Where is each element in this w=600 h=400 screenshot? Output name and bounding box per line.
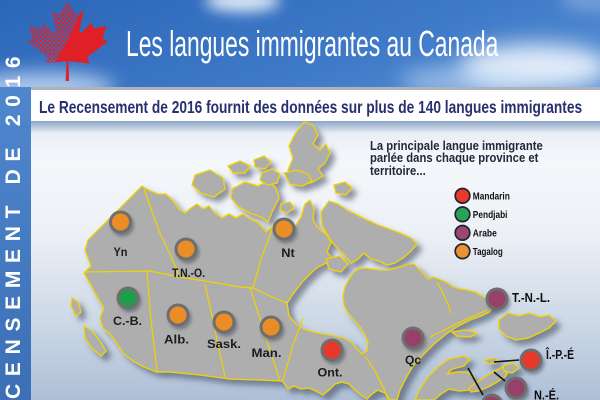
svg-text:Alb.: Alb. [164, 333, 189, 347]
svg-text:N.-É.: N.-É. [534, 388, 559, 400]
svg-text:Tagalog: Tagalog [473, 247, 503, 258]
svg-text:Î.-P.-É: Î.-P.-É [545, 347, 574, 362]
svg-text:Man.: Man. [252, 346, 282, 360]
svg-text:Pendjabi: Pendjabi [473, 210, 508, 221]
svg-text:Mandarin: Mandarin [473, 191, 510, 202]
svg-text:Qc: Qc [405, 353, 421, 367]
svg-text:Sask.: Sask. [207, 337, 241, 351]
svg-text:Nt: Nt [281, 246, 295, 260]
svg-text:T.-N.-L.: T.-N.-L. [512, 291, 550, 305]
svg-text:Arabe: Arabe [473, 228, 497, 239]
svg-text:Ont.: Ont. [318, 366, 343, 380]
svg-text:Yn: Yn [114, 245, 128, 259]
svg-text:C.-B.: C.-B. [113, 314, 142, 328]
svg-text:T.N.-O.: T.N.-O. [172, 266, 205, 280]
